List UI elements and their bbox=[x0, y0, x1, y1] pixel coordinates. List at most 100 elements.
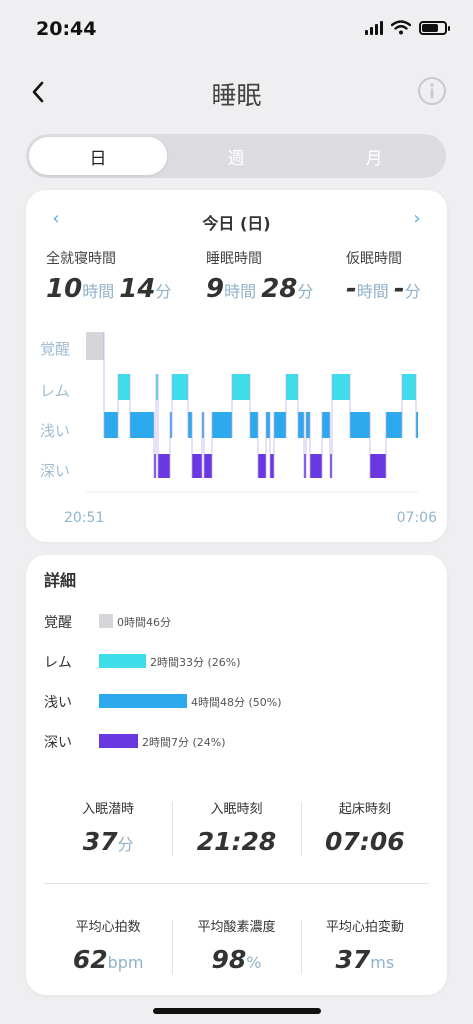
next-day-icon[interactable]: › bbox=[413, 208, 421, 229]
status-bar: 20:44 bbox=[0, 0, 473, 58]
info-icon[interactable] bbox=[417, 76, 447, 106]
breakdown-value: 2時間7分 (24%) bbox=[142, 736, 226, 749]
stage-segment-deep bbox=[270, 454, 274, 478]
metric-label: 入眠潜時 bbox=[82, 802, 135, 817]
stage-segment-deep bbox=[192, 454, 202, 478]
hours-unit: 時間 bbox=[224, 282, 257, 301]
hours-value: - bbox=[346, 274, 357, 304]
metric-value: 37 bbox=[335, 945, 371, 974]
metric-unit: ms bbox=[370, 953, 395, 972]
stage-segment-rem bbox=[232, 374, 250, 400]
wifi-icon bbox=[391, 20, 411, 35]
stat-label: 仮眠時間 bbox=[346, 251, 402, 267]
chevron-left-icon bbox=[32, 81, 44, 103]
date-label: 今日 (日) bbox=[202, 214, 271, 233]
stat-value: 9時間 28分 bbox=[206, 274, 313, 304]
sleep-details-card: 詳細 覚醒 0時間46分 レム 2時間33分 (26%) 浅い 4時間48分 (… bbox=[26, 555, 447, 995]
hours-value: 10 bbox=[46, 274, 83, 304]
stage-segment-deep bbox=[154, 454, 156, 478]
tab-month[interactable]: 月 bbox=[365, 148, 383, 169]
minutes-value: - bbox=[393, 274, 405, 304]
stage-segment-rem bbox=[156, 374, 158, 400]
stage-segment-light bbox=[274, 412, 286, 438]
battery-icon bbox=[419, 20, 450, 35]
stage-segment-awake bbox=[86, 332, 104, 360]
end-time-label: 07:06 bbox=[396, 510, 437, 526]
stat-sleep-time: 睡眠時間 9時間 28分 bbox=[206, 248, 313, 304]
hours-unit: 時間 bbox=[82, 282, 115, 301]
tab-week[interactable]: 週 bbox=[227, 148, 245, 169]
stage-label-awake: 覚醒 bbox=[40, 340, 70, 358]
sleep-times-row: 入眠潜時 37分 入眠時刻 21:28 起床時刻 07:06 bbox=[44, 798, 429, 856]
start-time-label: 20:51 bbox=[64, 510, 105, 526]
tab-day[interactable]: 日 bbox=[29, 137, 167, 175]
metric-avg-oxygen: 平均酸素濃度 98% bbox=[172, 916, 300, 974]
stage-segment-light bbox=[356, 412, 370, 438]
stage-segment-light bbox=[212, 412, 222, 438]
stage-segment-light bbox=[306, 412, 310, 438]
metric-label: 起床時刻 bbox=[338, 802, 391, 817]
breakdown-bar bbox=[99, 654, 146, 668]
minutes-value: 28 bbox=[261, 274, 298, 304]
sleep-summary-card: ‹ 今日 (日) › 全就寝時間 10時間 14分 睡眠時間 9時間 28分 仮… bbox=[26, 190, 447, 542]
stat-label: 全就寝時間 bbox=[46, 251, 116, 267]
stage-segment-light bbox=[350, 412, 356, 438]
stage-segment-light bbox=[322, 412, 330, 438]
breakdown-value: 2時間33分 (26%) bbox=[150, 656, 241, 669]
metric-value: 98 bbox=[211, 945, 247, 974]
hours-value: 9 bbox=[206, 274, 225, 304]
back-button[interactable] bbox=[22, 76, 54, 108]
stat-value: 10時間 14分 bbox=[46, 274, 172, 304]
divider bbox=[44, 883, 429, 884]
breakdown-value: 0時間46分 bbox=[117, 616, 171, 629]
breakdown-value: 4時間48分 (50%) bbox=[191, 696, 282, 709]
breakdown-row-awake: 覚醒 0時間46分 bbox=[44, 610, 434, 632]
stage-segment-rem bbox=[172, 374, 188, 400]
vitals-row: 平均心拍数 62bpm 平均酸素濃度 98% 平均心拍変動 37ms bbox=[44, 916, 429, 974]
metric-unit: % bbox=[246, 953, 262, 972]
stage-segment-light bbox=[386, 412, 402, 438]
sleep-stage-chart: 覚醒 レム 浅い 深い bbox=[40, 332, 418, 493]
stage-segment-deep bbox=[370, 454, 386, 478]
breakdown-row-light: 浅い 4時間48分 (50%) bbox=[44, 690, 434, 712]
minutes-unit: 分 bbox=[404, 282, 421, 301]
breakdown-label: 覚醒 bbox=[44, 615, 72, 631]
stage-segment-deep bbox=[158, 454, 170, 478]
metric-avg-heart-rate: 平均心拍数 62bpm bbox=[44, 916, 172, 974]
metric-label: 平均心拍数 bbox=[75, 920, 141, 935]
stage-segment-rem bbox=[286, 374, 298, 400]
stat-nap-time: 仮眠時間 -時間 -分 bbox=[346, 248, 421, 304]
breakdown-bar bbox=[99, 694, 187, 708]
stage-segment-light bbox=[416, 412, 418, 438]
stage-segment-rem bbox=[118, 374, 130, 400]
stage-segment-deep bbox=[258, 454, 266, 478]
stage-segment-rem bbox=[402, 374, 416, 400]
prev-day-icon[interactable]: ‹ bbox=[52, 208, 60, 229]
stage-label-light: 浅い bbox=[40, 422, 70, 440]
breakdown-label: レム bbox=[44, 655, 72, 671]
stage-segment-light bbox=[202, 412, 204, 438]
stage-segment-light bbox=[250, 412, 258, 438]
metric-label: 平均酸素濃度 bbox=[197, 920, 276, 935]
metric-unit: 分 bbox=[117, 835, 134, 854]
minutes-unit: 分 bbox=[297, 282, 314, 301]
hours-unit: 時間 bbox=[356, 282, 389, 301]
stage-segment-light bbox=[266, 412, 270, 438]
breakdown-bar bbox=[99, 734, 138, 748]
breakdown-label: 浅い bbox=[44, 695, 72, 711]
metric-label: 平均心拍変動 bbox=[325, 920, 404, 935]
stat-label: 睡眠時間 bbox=[206, 251, 262, 267]
stat-value: -時間 -分 bbox=[346, 274, 421, 304]
metric-value: 21:28 bbox=[196, 827, 277, 856]
stage-segment-light bbox=[298, 412, 304, 438]
metric-label: 入眠時刻 bbox=[210, 802, 263, 817]
breakdown-label: 深い bbox=[44, 735, 72, 751]
stage-segment-rem bbox=[336, 374, 350, 400]
stat-total-bed-time: 全就寝時間 10時間 14分 bbox=[46, 248, 172, 304]
metric-value: 62 bbox=[72, 945, 108, 974]
header: 睡眠 bbox=[0, 70, 473, 116]
stage-segment-light bbox=[132, 412, 154, 438]
stage-segment-deep bbox=[304, 454, 306, 478]
stage-label-rem: レム bbox=[40, 382, 70, 400]
sleep-stats: 全就寝時間 10時間 14分 睡眠時間 9時間 28分 仮眠時間 -時間 -分 bbox=[46, 248, 436, 308]
